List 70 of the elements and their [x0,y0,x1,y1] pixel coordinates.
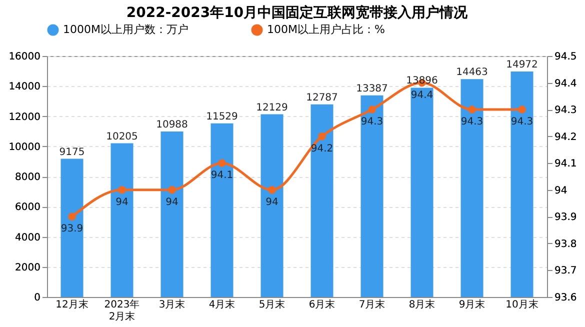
bar [60,158,84,297]
data-label: 94 [266,196,278,208]
x-tick-label: 12月末 [56,298,88,310]
y-tick-label: 0 [34,292,40,304]
y-tick-label: 6000 [15,202,40,214]
point [318,132,326,140]
y2-tick-label: 94 [554,185,568,196]
point [68,212,76,221]
x-tick-label: 7月末 [358,298,386,310]
bar [410,88,434,297]
y2-tick-label: 93.7 [554,266,577,277]
bar [460,79,484,297]
x-tick-label: 10月末 [506,298,538,310]
data-label: 94.1 [210,170,234,182]
bar [260,114,284,297]
x-tick-label: 8月末 [408,298,436,310]
point [168,186,176,194]
data-label: 9175 [59,146,85,158]
data-label: 94.3 [510,116,534,128]
point [218,159,226,167]
data-label: 13387 [356,83,388,94]
y2-tick-label: 94.3 [554,105,577,116]
y2-tick-label: 94.4 [554,78,577,90]
y2-tick-label: 94.2 [554,132,577,143]
point [268,186,276,194]
y-tick-label: 16000 [8,52,40,62]
data-label: 10988 [156,119,188,130]
legend-label: 1000M以上用户数：万户 [63,23,188,36]
y-tick-label: 4000 [15,232,40,244]
y2-tick-label: 94.5 [554,52,577,62]
data-label: 12787 [306,92,338,104]
bar [310,104,334,297]
data-label: 11529 [206,111,238,122]
data-label: 94 [116,196,128,208]
point [118,186,126,194]
x-tick-label: 2023年 2月末 [104,298,140,322]
y-tick-label: 2000 [15,262,40,274]
data-label: 94.3 [360,116,384,128]
y-tick-label: 14000 [8,82,40,93]
data-label: 14463 [456,67,488,78]
data-label: 94.3 [460,116,484,128]
data-label: 10205 [106,131,138,142]
point [368,106,376,114]
x-tick-label: 9月末 [458,298,486,310]
data-label: 94 [166,196,178,208]
x-tick-label: 3月末 [158,298,186,310]
y2-tick-label: 93.9 [554,212,577,224]
y-tick-label: 8000 [15,172,40,183]
data-label: 12129 [256,102,288,114]
point [468,106,476,114]
y-tick-label: 10000 [8,142,40,153]
bar [510,71,534,297]
data-label: 94.2 [310,143,334,154]
point [518,106,526,114]
data-label: 94.4 [410,90,434,101]
chart-title: 2022-2023年10月中国固定互联网宽带接入用户情况 [126,4,469,21]
y2-tick-label: 93.6 [554,292,577,304]
x-tick-label: 5月末 [258,298,286,310]
x-tick-label: 6月末 [308,298,336,310]
x-tick-label: 4月末 [208,298,236,310]
data-label: 14972 [506,59,538,70]
y2-tick-label: 93.8 [554,238,577,250]
legend-label: 100M以上用户占比：% [267,23,385,36]
y2-tick-label: 94.1 [554,158,577,170]
bar [210,123,234,297]
bar [110,143,134,297]
y-tick-label: 12000 [8,112,40,123]
bar [360,95,384,297]
bar [160,131,184,297]
data-label: 93.9 [60,224,84,235]
